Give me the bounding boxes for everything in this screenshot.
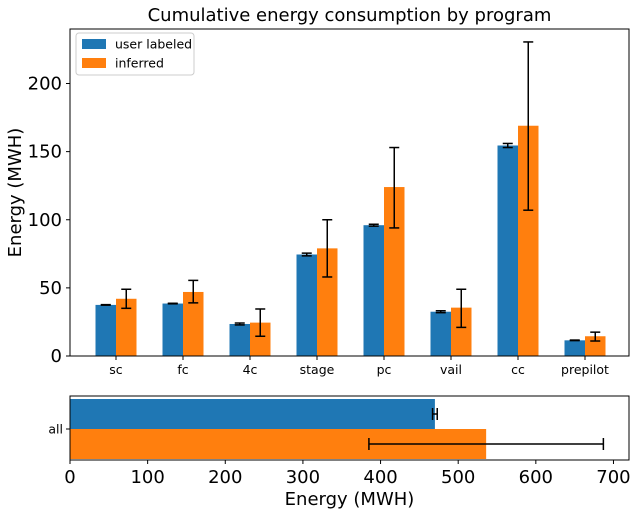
chart-title: Cumulative energy consumption by program — [148, 5, 552, 26]
error-bar-inferred-4c — [255, 308, 266, 337]
x-tick-label-cc: cc — [511, 362, 525, 377]
error-bar-user-labeled-pc — [368, 223, 379, 227]
top-y-ticks: 0 50 100 150 200 — [28, 74, 70, 367]
bar-inferred-fc — [183, 291, 204, 356]
hbar-user-labeled-all — [70, 399, 435, 429]
bar-user-labeled-prepilot — [564, 340, 585, 356]
bar-user-labeled-vail — [430, 311, 451, 356]
x-tick-label-300: 300 — [286, 467, 320, 488]
x-tick-label-pc: pc — [377, 362, 392, 377]
bottom-y-ticks: all — [48, 422, 70, 437]
x-tick-label-700: 700 — [596, 467, 630, 488]
legend-label-inferred: inferred — [115, 56, 164, 71]
bar-inferred-pc — [384, 187, 405, 356]
bottom-axes-frame — [69, 395, 630, 461]
legend-swatch-inferred — [82, 58, 106, 68]
x-tick-label-400: 400 — [363, 467, 397, 488]
error-bar-inferred-vail — [456, 288, 467, 329]
bottom-error-bars — [368, 408, 605, 450]
bar-inferred-cc — [518, 125, 539, 356]
bar-user-labeled-4c — [229, 323, 250, 356]
top-axes-frame — [69, 28, 630, 357]
x-tick-label-500: 500 — [441, 467, 475, 488]
legend: user labeled inferred — [75, 32, 195, 76]
bottom-bars — [70, 399, 487, 459]
legend-label-user-labeled: user labeled — [115, 37, 192, 52]
error-bar-user-labeled-sc — [100, 303, 111, 306]
top-chart: Cumulative energy consumption by program… — [5, 5, 630, 377]
top-error-bars — [100, 41, 601, 342]
y-tick-label-all: all — [48, 422, 63, 437]
error-bar-user-labeled-4c — [234, 322, 245, 326]
bar-inferred-stage — [317, 248, 338, 356]
top-bars — [95, 125, 606, 356]
x-tick-label-0: 0 — [64, 467, 75, 488]
x-tick-label-200: 200 — [208, 467, 242, 488]
x-tick-label-prepilot: prepilot — [561, 362, 609, 377]
bar-user-labeled-fc — [162, 303, 183, 356]
x-tick-label-vail: vail — [440, 362, 462, 377]
error-bar-user-labeled-vail — [435, 310, 446, 314]
bar-inferred-vail — [451, 307, 472, 356]
error-bar-user-labeled-fc — [167, 302, 178, 305]
bar-user-labeled-stage — [296, 254, 317, 356]
bar-user-labeled-sc — [95, 304, 116, 356]
bottom-chart: 0 100 200 300 400 500 600 700 all Energy (MWH) — [48, 395, 631, 510]
bottom-x-ticks: 0 100 200 300 400 500 600 700 — [64, 460, 631, 488]
bar-inferred-prepilot — [585, 336, 606, 356]
error-bar-inferred-sc — [121, 288, 132, 310]
y-tick-label-50: 50 — [39, 278, 62, 299]
x-tick-label-fc: fc — [177, 362, 188, 377]
h-error-bar-user-labeled-all — [431, 408, 438, 420]
error-bar-inferred-prepilot — [590, 331, 601, 342]
y-tick-label-150: 150 — [28, 142, 62, 163]
y-axis-label: Energy (MWH) — [5, 128, 26, 258]
bar-user-labeled-pc — [363, 225, 384, 356]
error-bar-user-labeled-cc — [502, 142, 513, 149]
x-tick-label-4c: 4c — [243, 362, 258, 377]
y-tick-label-200: 200 — [28, 74, 62, 95]
error-bar-user-labeled-stage — [301, 252, 312, 257]
y-tick-label-0: 0 — [51, 346, 62, 367]
x-tick-label-sc: sc — [109, 362, 123, 377]
x-tick-label-600: 600 — [519, 467, 553, 488]
x-tick-label-100: 100 — [130, 467, 164, 488]
bar-inferred-sc — [116, 298, 137, 356]
error-bar-inferred-fc — [188, 279, 199, 304]
error-bar-user-labeled-prepilot — [569, 339, 580, 342]
bar-inferred-4c — [250, 322, 271, 356]
error-bar-inferred-pc — [389, 146, 400, 229]
x-axis-label: Energy (MWH) — [285, 489, 415, 510]
error-bar-inferred-stage — [322, 219, 333, 278]
h-error-bar-inferred-all — [368, 438, 605, 450]
top-x-ticks: sc fc 4c stage pc vail cc prepilot — [109, 356, 609, 377]
error-bar-inferred-cc — [523, 41, 534, 211]
y-tick-label-100: 100 — [28, 210, 62, 231]
legend-swatch-user-labeled — [82, 39, 106, 49]
x-tick-label-stage: stage — [300, 362, 335, 377]
bar-user-labeled-cc — [497, 145, 518, 356]
